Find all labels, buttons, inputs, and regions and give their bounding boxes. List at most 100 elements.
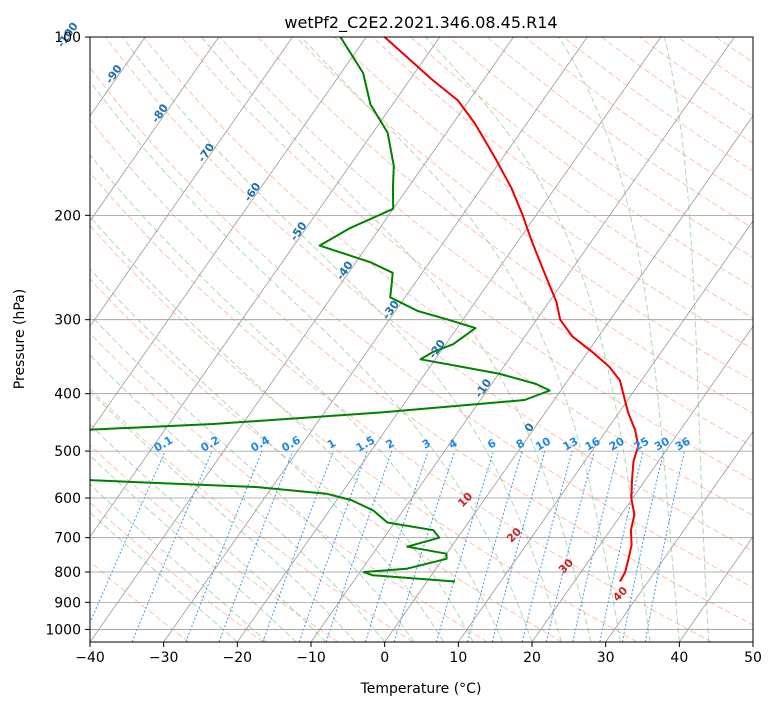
mixing-ratio-label: 4: [446, 436, 459, 451]
mixing-ratio-line: [185, 450, 263, 642]
dry-adiabat-line: [295, 37, 753, 382]
moist-adiabat-line: [300, 37, 621, 642]
moist-adiabat-line: [90, 483, 268, 642]
isotherm-label: -90: [103, 62, 125, 86]
mixing-ratio-line: [325, 450, 393, 642]
moist-adiabat-line: [90, 80, 533, 642]
isotherm-line: [90, 37, 441, 538]
mixing-ratio-line: [521, 450, 573, 642]
moist-adiabat-line: [425, 37, 651, 642]
grid-lines: [0, 37, 753, 642]
moist-adiabat-line: [90, 454, 297, 642]
mixing-ratio-label: 25: [632, 435, 652, 454]
moist-adiabat-line: [90, 215, 474, 642]
mixing-ratio-line: [298, 450, 368, 642]
mixing-ratio-line: [131, 450, 213, 642]
isotherm-line: [163, 37, 588, 642]
isotherm-label: -70: [195, 141, 217, 165]
y-tick-label: 900: [54, 595, 81, 611]
mixing-ratio-label: 3: [420, 437, 433, 452]
x-tick-label: 40: [670, 650, 688, 666]
dry-adiabat-line: [90, 171, 712, 642]
y-tick-label: 600: [54, 491, 81, 507]
mixing-ratio-line: [90, 450, 166, 625]
moist-adiabat-line: [664, 37, 710, 642]
mixing-ratio-line: [491, 450, 546, 642]
moist-adiabat-line: [558, 37, 680, 642]
moist-adiabat-label: 20: [504, 525, 524, 545]
dry-adiabat-line: [90, 119, 753, 626]
mixing-ratio-label: 36: [673, 434, 693, 453]
isotherm-line: [678, 536, 753, 642]
isotherm-label: -60: [241, 180, 263, 204]
isotherm-line: [0, 37, 72, 642]
moist-adiabat-line: [121, 37, 562, 642]
y-tick-label: 1000: [45, 622, 81, 638]
mixing-ratio-line: [644, 450, 685, 642]
moist-adiabat-label: 30: [556, 556, 576, 576]
mixing-ratio-label: 30: [652, 434, 672, 453]
dry-adiabat-line: [677, 37, 753, 90]
dry-adiabat-line: [410, 37, 753, 289]
mixing-ratio-line: [262, 450, 334, 642]
profile-lines: [90, 37, 640, 583]
dry-adiabat-line: [372, 37, 753, 319]
y-axis-label: Pressure (hPa): [12, 289, 28, 389]
mixing-ratio-line: [435, 450, 495, 642]
x-tick-label: 0: [380, 650, 389, 666]
moist-adiabat-line: [90, 313, 415, 642]
x-tick-label: −40: [75, 650, 105, 666]
moist-adiabat-line: [90, 423, 327, 642]
moist-adiabat-line: [201, 37, 592, 642]
dry-adiabat-line: [90, 67, 753, 588]
isotherm-label: -20: [426, 337, 448, 361]
mixing-ratio-label: 1: [325, 437, 338, 452]
x-tick-label: 30: [597, 650, 615, 666]
isotherm-line: [384, 115, 753, 642]
x-tick-label: −20: [223, 650, 253, 666]
y-tick-label: 300: [54, 313, 81, 329]
dry-adiabat-line: [448, 37, 753, 259]
isotherm-line: [605, 430, 753, 642]
dry-adiabat-line: [639, 37, 753, 117]
dry-adiabat-line: [219, 37, 753, 448]
y-tick-label: 700: [54, 531, 81, 547]
x-axis: −40 −30 −20 −10 0 10 20 30 40 50: [75, 642, 762, 666]
x-axis-label: Temperature (°C): [360, 681, 482, 697]
mixing-ratio-line: [218, 450, 294, 642]
isotherm-line: [90, 37, 293, 327]
isotherm-line: [752, 641, 753, 642]
dry-adiabat-line: [90, 560, 190, 642]
isotherm-label: -80: [149, 101, 171, 125]
chart-title: wetPf2_C2E2.2021.346.08.45.R14: [284, 13, 557, 33]
dry-adiabat-line: [90, 444, 339, 642]
mixing-ratio-label: 8: [514, 437, 527, 452]
dry-adiabat-line: [715, 37, 753, 64]
isotherm-label: -10: [472, 376, 494, 400]
mixing-ratio-line: [364, 450, 429, 642]
moist-adiabat-line: [90, 390, 356, 642]
mixing-ratio-label: 16: [583, 434, 603, 453]
dry-adiabat-line: [90, 502, 264, 642]
y-tick-label: 400: [54, 387, 81, 403]
background-lines: [90, 37, 753, 642]
moist-adiabat-line: [90, 354, 386, 642]
y-tick-label: 500: [54, 444, 81, 460]
moist-adiabat-label: 10: [455, 490, 475, 510]
isotherm-line: [310, 37, 735, 642]
isotherm-label: 0: [522, 420, 537, 434]
y-tick-label: 800: [54, 565, 81, 581]
mixing-ratio-line: [572, 450, 620, 642]
isotherm-line: [531, 325, 753, 642]
dewpoint-line: [90, 37, 551, 583]
dry-adiabat-line: [333, 37, 753, 350]
dry-adiabat-line: [181, 37, 753, 482]
plot-frame: [89, 36, 754, 643]
mixing-ratio-label: 2: [384, 437, 397, 452]
y-tick-label: 100: [54, 30, 81, 46]
moist-adiabat-line: [90, 154, 503, 642]
temperature-line: [383, 37, 640, 582]
x-tick-label: 50: [744, 650, 762, 666]
moist-adiabat-line: [90, 268, 445, 642]
